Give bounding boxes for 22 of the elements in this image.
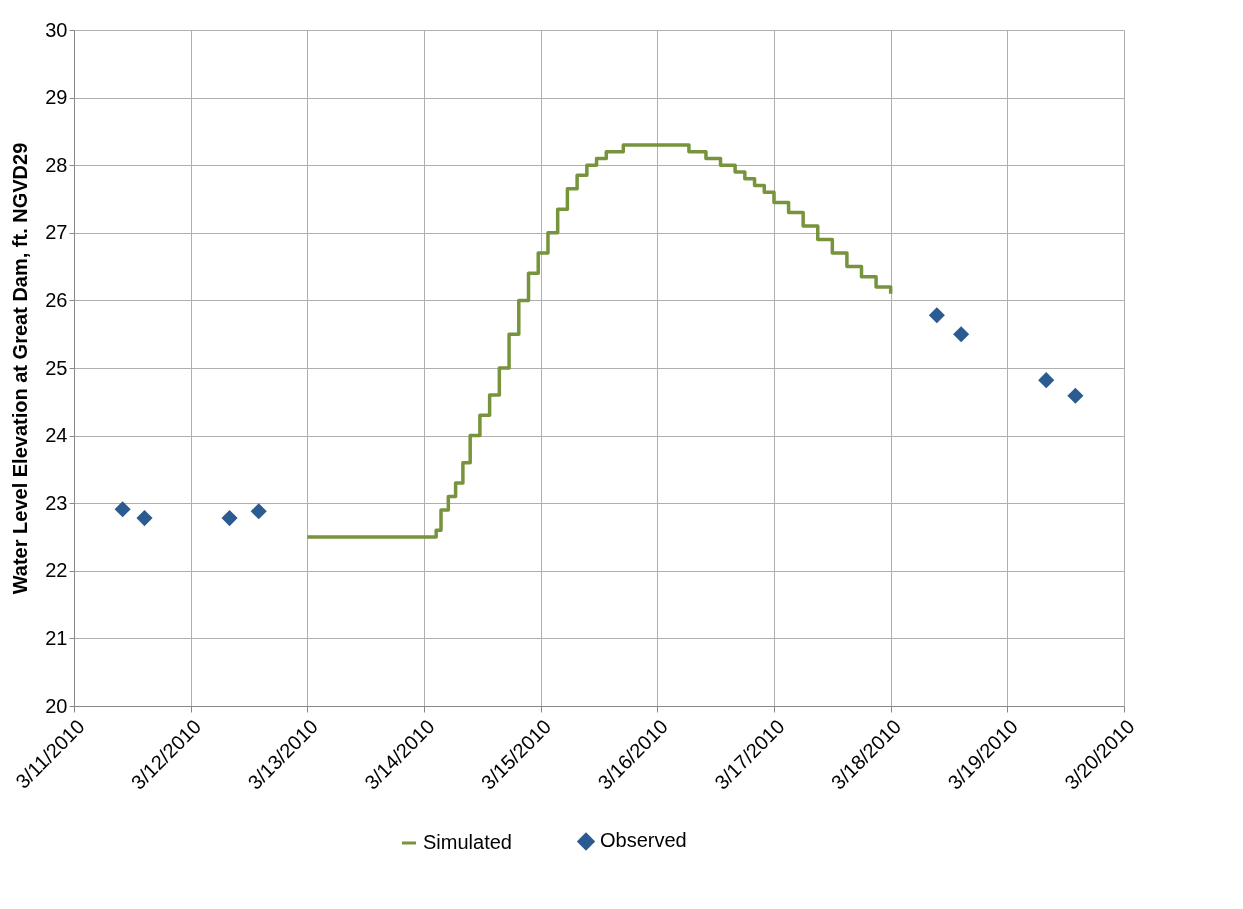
y-tick-label: 20 [45, 694, 68, 717]
y-tick-label: 22 [45, 559, 68, 582]
point [114, 501, 131, 518]
point [1038, 372, 1055, 389]
y-axis-title: Water Level Elevation at Great Dam, ft. NGVD29 [9, 142, 32, 595]
point [953, 326, 970, 343]
point [1067, 387, 1084, 404]
y-tick-label: 23 [45, 491, 68, 514]
y-tick-label: 21 [45, 626, 68, 649]
point [221, 510, 238, 527]
legend-label: Simulated [423, 831, 512, 853]
y-tick-label: 26 [45, 288, 68, 311]
point [928, 307, 945, 324]
y-tick-label: 24 [45, 424, 68, 447]
y-tick-label: 29 [45, 86, 68, 109]
point [136, 510, 153, 527]
y-tick-label: 30 [45, 18, 68, 41]
y-tick-label: 25 [45, 356, 68, 379]
point [250, 503, 267, 520]
y-tick-label: 28 [45, 153, 68, 176]
legend-label: Observed [600, 829, 687, 852]
y-tick-label: 27 [45, 221, 68, 244]
